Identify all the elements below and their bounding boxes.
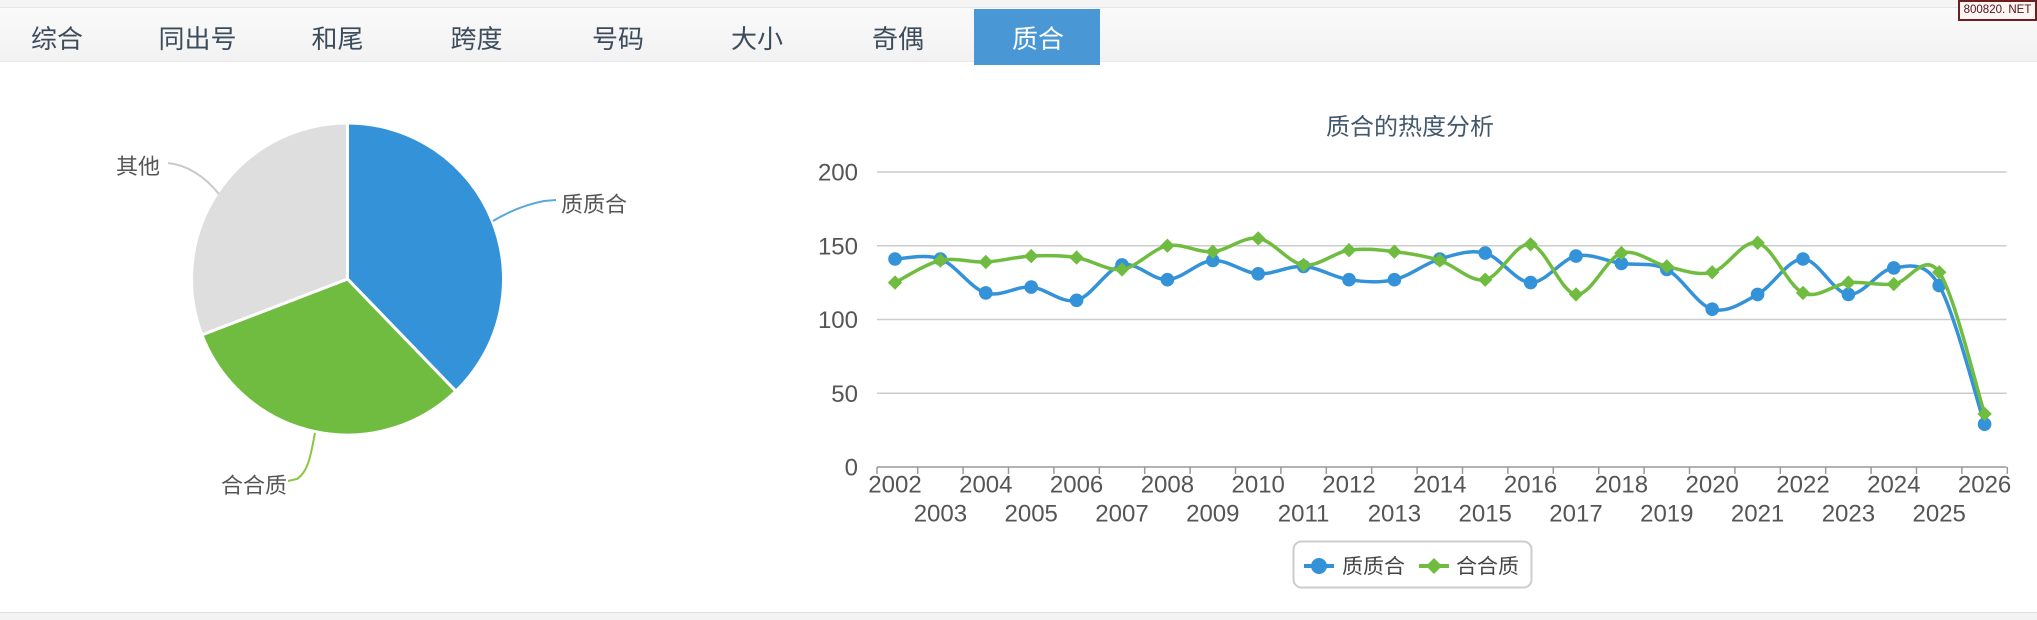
- svg-text:2012: 2012: [1322, 472, 1375, 499]
- svg-text:2023: 2023: [1822, 501, 1875, 528]
- svg-text:2005: 2005: [1005, 501, 1058, 528]
- svg-text:2014: 2014: [1413, 472, 1466, 499]
- svg-text:2021: 2021: [1731, 501, 1784, 528]
- svg-text:2019: 2019: [1640, 501, 1693, 528]
- svg-text:100: 100: [818, 307, 858, 334]
- svg-text:2015: 2015: [1459, 501, 1512, 528]
- svg-text:2009: 2009: [1186, 501, 1239, 528]
- svg-text:2002: 2002: [868, 472, 921, 499]
- svg-text:2022: 2022: [1776, 472, 1829, 499]
- svg-text:2024: 2024: [1867, 472, 1920, 499]
- svg-text:200: 200: [818, 160, 858, 187]
- svg-text:0: 0: [845, 455, 858, 482]
- svg-text:2008: 2008: [1141, 472, 1194, 499]
- svg-text:2017: 2017: [1549, 501, 1602, 528]
- svg-text:2010: 2010: [1232, 472, 1285, 499]
- svg-text:2013: 2013: [1368, 501, 1421, 528]
- svg-text:2020: 2020: [1686, 472, 1739, 499]
- svg-text:2006: 2006: [1050, 472, 1103, 499]
- svg-text:150: 150: [818, 233, 858, 260]
- svg-text:2004: 2004: [959, 472, 1012, 499]
- svg-text:2018: 2018: [1595, 472, 1648, 499]
- svg-text:2007: 2007: [1095, 501, 1148, 528]
- svg-text:2011: 2011: [1278, 501, 1330, 528]
- svg-text:2026: 2026: [1958, 472, 2011, 499]
- svg-text:2003: 2003: [914, 501, 967, 528]
- svg-text:50: 50: [831, 381, 858, 408]
- svg-text:2016: 2016: [1504, 472, 1557, 499]
- svg-text:2025: 2025: [1913, 501, 1966, 528]
